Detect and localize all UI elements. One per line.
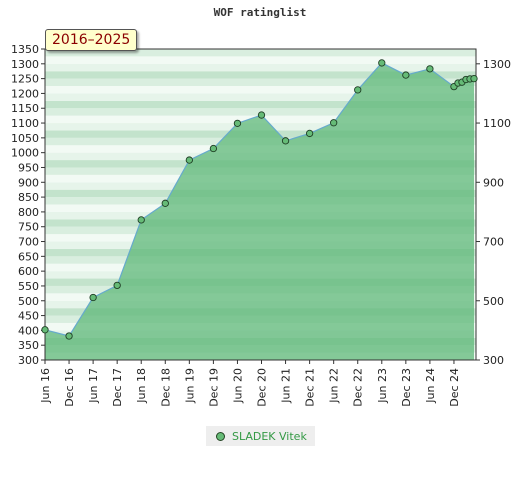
background-band bbox=[45, 78, 476, 87]
x-tick-label: Jun 21 bbox=[280, 368, 293, 404]
y-right-tick-label: 700 bbox=[483, 236, 504, 249]
y-left-tick-label: 600 bbox=[18, 265, 39, 278]
y-left-tick-label: 450 bbox=[18, 310, 39, 323]
data-point bbox=[209, 144, 218, 153]
y-left-tick-label: 700 bbox=[18, 236, 39, 249]
data-point bbox=[41, 326, 49, 334]
background-band bbox=[45, 56, 476, 64]
y-left-tick-label: 350 bbox=[18, 339, 39, 352]
y-left-tick-label: 1250 bbox=[11, 73, 39, 86]
x-tick-label: Dec 22 bbox=[352, 368, 365, 407]
period-badge: 2016–2025 bbox=[45, 29, 138, 51]
background-band bbox=[45, 49, 476, 57]
background-band bbox=[45, 93, 476, 101]
x-tick-label: Dec 19 bbox=[207, 368, 220, 407]
data-point bbox=[426, 65, 434, 73]
background-band bbox=[45, 86, 476, 94]
y-right-tick-label: 1300 bbox=[483, 58, 511, 71]
y-left-tick-label: 550 bbox=[18, 280, 39, 293]
data-point bbox=[305, 129, 314, 138]
data-point bbox=[185, 156, 193, 164]
y-left-tick-label: 1100 bbox=[11, 117, 39, 130]
data-point bbox=[281, 137, 290, 145]
x-tick-label: Dec 23 bbox=[400, 368, 413, 407]
legend-label: SLADEK Vitek bbox=[232, 429, 307, 443]
y-left-tick-label: 950 bbox=[18, 161, 39, 174]
y-left-tick-label: 1150 bbox=[11, 102, 39, 115]
y-left-tick-label: 400 bbox=[18, 324, 39, 337]
y-left-tick-label: 1200 bbox=[11, 87, 39, 100]
x-tick-label: Jun 19 bbox=[183, 368, 196, 404]
x-tick-label: Dec 18 bbox=[159, 368, 172, 407]
data-point bbox=[161, 199, 169, 207]
y-left-tick-label: 850 bbox=[18, 191, 39, 204]
y-left-tick-label: 1050 bbox=[11, 132, 39, 145]
data-point bbox=[470, 74, 478, 83]
data-point bbox=[257, 111, 266, 119]
plot-frame bbox=[44, 48, 477, 361]
x-tick-label: Jun 20 bbox=[231, 368, 244, 404]
data-point bbox=[113, 281, 121, 290]
y-left-tick-label: 500 bbox=[18, 295, 39, 308]
background-band bbox=[45, 71, 476, 79]
y-left-tick-label: 800 bbox=[18, 206, 39, 219]
y-left-tick-label: 650 bbox=[18, 250, 39, 263]
data-point bbox=[233, 119, 242, 127]
x-tick-label: Dec 20 bbox=[256, 368, 269, 407]
y-left-tick-label: 300 bbox=[18, 354, 39, 367]
legend-marker-icon bbox=[216, 431, 225, 441]
y-right-tick-label: 500 bbox=[483, 295, 504, 308]
y-right-tick-label: 900 bbox=[483, 176, 504, 189]
data-point bbox=[65, 332, 73, 340]
x-tick-label: Jun 22 bbox=[328, 368, 341, 404]
series-area bbox=[45, 62, 474, 360]
data-point bbox=[89, 293, 97, 302]
x-tick-label: Dec 17 bbox=[111, 368, 124, 407]
y-right-tick-label: 300 bbox=[483, 354, 504, 367]
data-point bbox=[137, 216, 145, 224]
y-left-tick-label: 1350 bbox=[11, 43, 39, 56]
x-tick-label: Jun 18 bbox=[135, 368, 148, 404]
background-band bbox=[45, 100, 476, 109]
data-point bbox=[354, 86, 362, 94]
x-tick-label: Jun 24 bbox=[424, 368, 437, 404]
y-right-tick-label: 1100 bbox=[483, 117, 511, 130]
x-tick-label: Jun 16 bbox=[39, 368, 52, 404]
legend: SLADEK Vitek bbox=[206, 426, 315, 446]
x-tick-label: Jun 23 bbox=[376, 368, 389, 404]
y-left-tick-label: 1000 bbox=[11, 147, 39, 160]
x-tick-label: Jun 17 bbox=[87, 368, 100, 404]
x-tick-label: Dec 24 bbox=[448, 368, 461, 407]
x-tick-label: Dec 21 bbox=[304, 368, 317, 407]
background-band bbox=[45, 63, 476, 72]
x-tick-label: Dec 16 bbox=[63, 368, 76, 407]
data-point bbox=[378, 59, 386, 67]
y-left-tick-label: 900 bbox=[18, 176, 39, 189]
data-point bbox=[330, 119, 338, 127]
chart-title: WOF ratinglist bbox=[213, 6, 307, 19]
y-left-tick-label: 750 bbox=[18, 221, 39, 234]
y-left-tick-label: 1300 bbox=[11, 58, 39, 71]
data-point bbox=[402, 71, 410, 79]
